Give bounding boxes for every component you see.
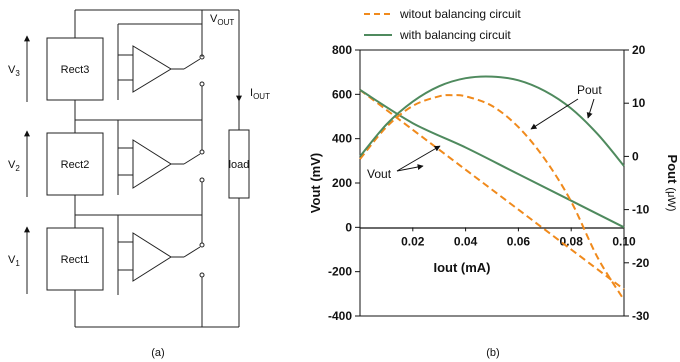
rect2-label: Rect2 <box>61 159 90 171</box>
series-pout-without-balancing <box>359 94 625 301</box>
series-layer <box>359 75 625 301</box>
switch-contact-top-2 <box>199 149 205 155</box>
annotation-vout: Vout <box>367 167 392 181</box>
series-vout-with-balancing <box>359 89 625 229</box>
x-tick-label: 0.06 <box>507 234 531 248</box>
load-label: load <box>229 159 250 171</box>
v1-label: V1 <box>8 254 20 268</box>
series-pout-with-balancing <box>359 75 625 167</box>
circuit-labels: Rect3 Rect2 Rect1 load V3 V2 V1 VOUT IOU… <box>8 13 270 359</box>
y-right-tick-label: 0 <box>632 149 639 163</box>
annotation-vout-arrow-1 <box>396 145 441 172</box>
switch-contact-top-1 <box>199 242 205 248</box>
switch-1 <box>183 246 201 258</box>
switch-contact-top-3 <box>199 54 205 60</box>
legend: witout balancing circuit with balancing … <box>364 7 521 42</box>
y-left-tick-label: 200 <box>332 176 352 190</box>
x-axis-label: Iout (mA) <box>433 260 490 275</box>
x-tick-label: 0.02 <box>401 234 425 248</box>
v3-label: V3 <box>8 64 20 78</box>
switch-contact-bottom-2 <box>199 177 205 183</box>
y-left-tick-label: 400 <box>332 132 352 146</box>
rect3-block <box>46 37 104 101</box>
annotation-pout: Pout <box>577 83 602 97</box>
y-axis-left-label: Vout (mV) <box>308 153 323 213</box>
switch-2 <box>183 153 201 165</box>
caption-a: (a) <box>151 347 164 359</box>
comparator-2 <box>132 139 172 189</box>
series-vout-without-balancing <box>359 89 625 291</box>
y-axis-right-label: Pout(μW) <box>665 155 680 212</box>
switch-contact-bottom-3 <box>199 81 205 87</box>
legend-label-without: witout balancing circuit <box>399 7 521 21</box>
annotations: Vout Pout <box>367 83 602 181</box>
comparator-3 <box>132 45 172 93</box>
y-left-tick-label: 800 <box>332 43 352 57</box>
rect2-block <box>46 132 104 196</box>
annotation-pout-arrow-2 <box>586 98 595 119</box>
rect1-block <box>46 227 104 291</box>
circuit-diagram <box>24 9 250 328</box>
y-left-tick-label: -400 <box>328 309 352 323</box>
switch-3 <box>183 58 201 70</box>
x-tick-label: 0.08 <box>560 234 584 248</box>
rect1-label: Rect1 <box>61 254 90 266</box>
y-left-tick-label: 600 <box>332 87 352 101</box>
iout-label: IOUT <box>250 87 270 101</box>
rect3-label: Rect3 <box>61 64 90 76</box>
load-resistor <box>228 129 250 199</box>
annotation-pout-arrow-1 <box>530 98 579 130</box>
y-right-tick-label: 20 <box>632 43 646 57</box>
y-left-tick-label: 0 <box>345 220 352 234</box>
y-right-tick-label: -30 <box>632 309 650 323</box>
annotation-vout-arrow-2 <box>396 164 424 172</box>
switch-contact-bottom-1 <box>199 272 205 278</box>
y-right-tick-label: -20 <box>632 256 650 270</box>
y-left-tick-label: -200 <box>328 265 352 279</box>
comparator-1 <box>132 232 172 282</box>
y-right-tick-label: -10 <box>632 203 650 217</box>
vout-label: VOUT <box>210 13 234 27</box>
x-tick-label: 0.04 <box>454 234 478 248</box>
x-tick-label: 0.10 <box>612 234 636 248</box>
axis-ticks: -400 -200 0 200 400 600 800 -30 -20 -10 0 10 20 0.02 0… <box>328 43 650 323</box>
chart: witout balancing circuit with balancing … <box>308 7 680 359</box>
caption-b: (b) <box>486 347 499 359</box>
v2-label: V2 <box>8 159 20 173</box>
y-right-tick-label: 10 <box>632 96 646 110</box>
legend-label-with: with balancing circuit <box>399 28 511 42</box>
